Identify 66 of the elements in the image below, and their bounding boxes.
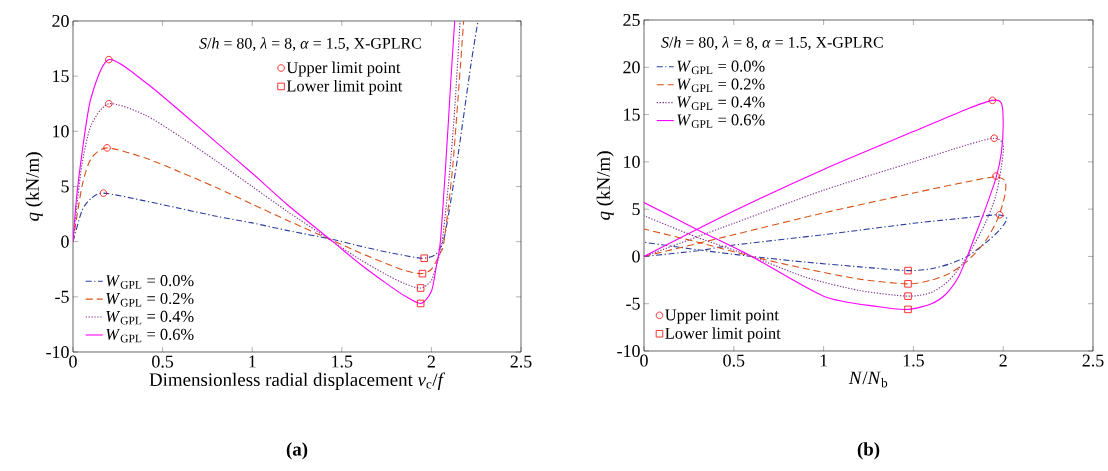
- y-tick-label: 15: [53, 70, 69, 83]
- y-tick-label: 20: [623, 61, 640, 74]
- y-tick-label: 25: [623, 13, 640, 27]
- point: [995, 211, 1004, 219]
- legend-label: Upper limit point: [286, 61, 401, 77]
- x-tick-label: 0.5: [723, 354, 745, 367]
- legend-label: W$_{GPL}$ = 0.0%: [677, 60, 765, 75]
- point: [904, 305, 912, 314]
- annotation: S/h = 80, λ = 8, α = 1.5, X-GPLRC: [199, 37, 421, 52]
- point: [904, 266, 912, 275]
- text: (b): [857, 442, 880, 460]
- legend-label: W$_{GPL}$ = 0.6%: [106, 328, 194, 343]
- y-tick-label: -5: [626, 297, 640, 310]
- x-tick-label: 1: [820, 354, 828, 367]
- y-tick-label: 20: [52, 14, 69, 28]
- x-tick-label: 2: [427, 355, 435, 368]
- y-tick-label: -10: [617, 344, 640, 358]
- point: [105, 100, 113, 108]
- legend-label: W$_{GPL}$ = 0.2%: [677, 78, 765, 93]
- point: [416, 299, 425, 308]
- x-tick-label: 2.5: [1082, 354, 1104, 367]
- x-axis-title: Dimensionless radial displacement v$_{c}$/f: [149, 372, 446, 390]
- y-tick-label: 10: [53, 125, 69, 138]
- point: [418, 269, 427, 278]
- point: [992, 172, 1000, 180]
- y-tick-label: 0: [632, 250, 640, 263]
- line-series: [644, 214, 1008, 272]
- legend-label: W$_{GPL}$ = 0.2%: [106, 292, 194, 307]
- line-series: [644, 176, 1007, 285]
- y-tick-label: 5: [61, 180, 69, 193]
- line-series: [644, 137, 1004, 297]
- y-axis-title: q (kN/m): [596, 151, 614, 220]
- point: [103, 144, 111, 152]
- y-tick-label: 5: [632, 203, 640, 216]
- legend-label: Upper limit point: [665, 308, 779, 324]
- x-tick-label: 0: [69, 355, 77, 368]
- y-tick-label: -10: [46, 345, 69, 359]
- x-tick-label: 1: [249, 355, 256, 368]
- x-tick-label: 0.5: [152, 355, 174, 368]
- x-axis-title: N/N$_{b}$: [848, 371, 888, 388]
- x-tick-label: 2.5: [510, 355, 532, 368]
- point: [105, 55, 113, 64]
- point: [988, 96, 997, 105]
- legend-label: Lower limit point: [665, 327, 781, 343]
- legend-label: Lower limit point: [286, 79, 403, 95]
- y-tick-label: -5: [55, 290, 69, 303]
- legend-label: W$_{GPL}$ = 0.0%: [106, 275, 194, 289]
- point: [990, 134, 998, 142]
- legend-label: W$_{GPL}$ = 0.4%: [106, 310, 194, 325]
- x-tick-label: 1.5: [903, 354, 924, 367]
- x-tick-label: 1.5: [332, 355, 353, 368]
- y-tick-label: 10: [624, 155, 640, 168]
- annotation: S/h = 80, λ = 8, α = 1.5, X-GPLRC: [661, 36, 883, 51]
- point: [904, 280, 912, 288]
- y-axis-title: q (kN/m): [25, 152, 43, 221]
- x-tick-label: 2: [999, 354, 1007, 367]
- point: [99, 189, 108, 197]
- point: [420, 254, 428, 262]
- point: [904, 292, 912, 300]
- y-tick-label: 15: [624, 108, 640, 121]
- legend-label: W$_{GPL}$ = 0.4%: [677, 96, 765, 111]
- point: [416, 284, 425, 292]
- x-tick-label: 0: [640, 354, 648, 367]
- text: (a): [286, 442, 308, 460]
- y-tick-label: 0: [61, 235, 69, 248]
- legend-label: W$_{GPL}$ = 0.6%: [677, 114, 765, 128]
